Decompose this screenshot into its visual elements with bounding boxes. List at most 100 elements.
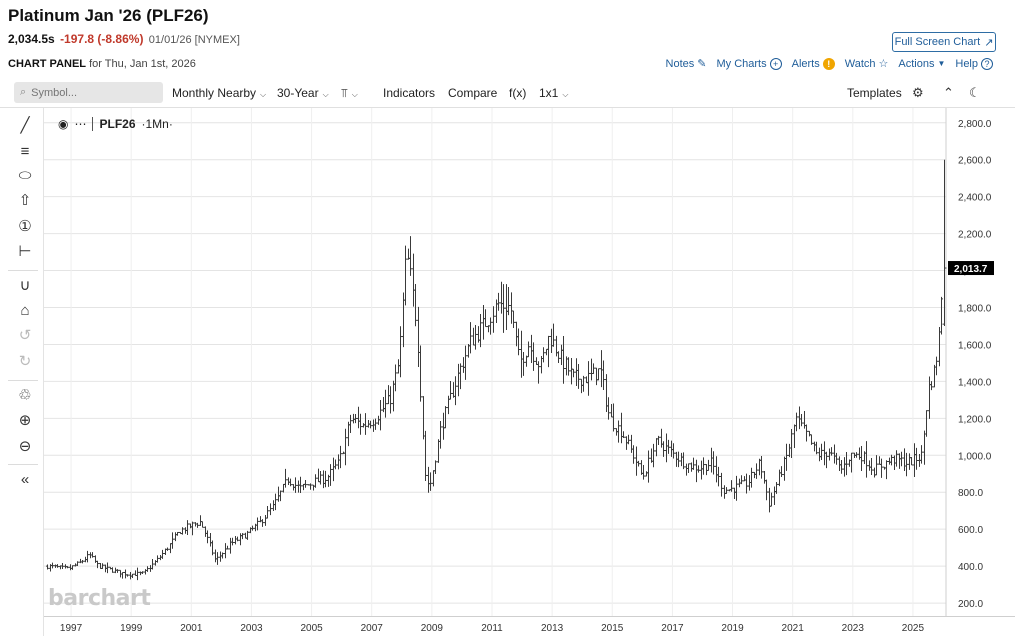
x-tick-label: 2001 [180,623,203,634]
symbol-search[interactable]: ⌕ [14,82,163,103]
x-tick-label: 1997 [60,623,83,634]
actions-label: Actions [898,57,935,70]
y-tick-label: 1,800.0 [958,304,992,315]
y-tick-label: 1,200.0 [958,414,992,425]
plus-icon: + [769,57,782,70]
sidebar-divider [8,270,38,271]
y-tick-label: 2,800.0 [958,119,992,130]
period-label: Monthly Nearby [172,86,257,100]
fib-tool-icon[interactable]: ≡ [20,142,30,160]
zoom-in-icon[interactable]: ⊕ [18,412,32,429]
range-dropdown[interactable]: 30-Year ⌵ [277,86,329,100]
undo-icon[interactable]: ↺ [18,327,32,344]
y-tick-label: 2,200.0 [958,230,992,241]
x-tick-label: 2023 [842,623,865,634]
collapse-sidebar-icon[interactable]: « [20,470,30,488]
full-screen-label: Full Screen Chart [894,36,981,48]
barchart-logo: barchart [48,586,151,611]
bar-type-icon: ⫪ [341,86,348,100]
legend-symbol: PLF26 [99,117,136,131]
pencil-icon: ✎ [697,58,707,70]
chart-panel-title: CHART PANEL [8,58,87,70]
gear-icon[interactable]: ⚙ [912,85,924,100]
bar-type-dropdown[interactable]: ⫪ ⌵ [341,86,358,101]
chart-panel-label: CHART PANEL for Thu, Jan 1st, 2026 [8,58,196,70]
redo-icon[interactable]: ↻ [18,353,32,370]
chevron-down-icon: ⌵ [322,90,329,99]
fx-button[interactable]: f(x) [509,86,527,100]
caret-down-icon: ▼ [937,59,946,68]
my-charts-label: My Charts [716,57,767,70]
more-icon[interactable]: ⋯ [74,117,87,131]
y-tick-label: 1,600.0 [958,340,992,351]
y-tick-label: 200.0 [958,599,983,610]
x-tick-label: 2011 [481,623,503,634]
chart-panel-date: for Thu, Jan 1st, 2026 [89,58,196,70]
price-chart[interactable]: 200.0 400.0 600.0 800.0 1,000.0 1,200.0 1,400.… [44,108,1015,636]
chart-legend: ◉ ⋯ PLF26 ·1Mn· [58,117,173,131]
legend-divider [92,117,94,131]
moon-icon[interactable]: ☾ [969,85,981,100]
x-tick-label: 2003 [240,623,263,634]
watch-link[interactable]: Watch ☆ [844,57,889,71]
layout-dropdown[interactable]: 1x1 ⌵ [539,86,568,100]
chevron-down-icon: ⌵ [562,90,569,99]
x-tick-label: 2017 [661,623,684,634]
y-tick-label: 600.0 [958,525,983,536]
top-links: Notes ✎ My Charts + Alerts! Watch ☆ Actions… [666,57,993,70]
x-tick-label: 2015 [601,623,624,634]
eye-icon[interactable]: ◉ [58,117,69,131]
chevron-down-icon: ⌵ [351,90,358,99]
magnet-icon[interactable]: ∪ [19,277,31,294]
actions-menu[interactable]: Actions ▼ [898,57,945,70]
full-screen-chart-button[interactable]: Full Screen Chart ↗ [892,32,996,52]
lock-icon[interactable]: ⌂ [20,301,30,319]
sidebar-divider [8,464,38,465]
symbol-search-input[interactable] [31,86,142,99]
trash-icon[interactable]: ♲ [18,387,32,404]
my-charts-link[interactable]: My Charts + [716,57,782,70]
alert-icon: ! [822,57,835,70]
x-tick-label: 2009 [421,623,444,634]
collapse-icon[interactable]: ⌃ [943,85,954,100]
y-tick-label: 400.0 [958,562,983,573]
range-label: 30-Year [277,86,319,100]
quote-line: 2,034.5s -197.8 (-8.86%) 01/01/26 [NYMEX… [8,32,240,46]
legend-interval: ·1Mn· [141,117,173,131]
x-tick-label: 2013 [541,623,564,634]
y-tick-label: 1,000.0 [958,451,992,462]
templates-button[interactable]: Templates [847,86,902,100]
annotation-tool-icon[interactable]: ① [18,218,32,235]
measure-tool-icon[interactable]: ⊢ [18,243,32,260]
period-dropdown[interactable]: Monthly Nearby ⌵ [172,86,266,100]
x-tick-label: 2005 [300,623,323,634]
y-tick-label: 800.0 [958,488,983,499]
x-tick-label: 2019 [721,623,744,634]
notes-link[interactable]: Notes ✎ [666,57,707,71]
watch-label: Watch [844,57,876,70]
y-tick-label: 2,600.0 [958,156,992,167]
price-change: -197.8 (-8.86%) [60,32,144,46]
zoom-out-icon[interactable]: ⊖ [18,438,32,455]
x-tick-label: 2025 [902,623,925,634]
indicators-button[interactable]: Indicators [383,86,436,100]
question-icon: ? [981,57,993,70]
sidebar-divider [8,380,38,381]
help-link[interactable]: Help? [955,57,993,70]
chevron-down-icon: ⌵ [260,90,267,99]
alerts-label: Alerts [791,57,820,70]
arrow-tool-icon[interactable]: ⇧ [18,192,32,209]
drawing-tools-sidebar: ╱ ≡ ⬭ ⇧ ① ⊢ ∪ ⌂ ↺ ↻ ♲ ⊕ ⊖ « [0,108,44,636]
line-tool-icon[interactable]: ╱ [20,117,30,134]
compare-button[interactable]: Compare [448,86,498,100]
expand-icon: ↗ [984,36,994,49]
last-price-tag [948,261,994,276]
last-price: 2,034.5s [8,32,55,46]
star-icon: ☆ [878,58,889,70]
shape-tool-icon[interactable]: ⬭ [18,166,32,184]
y-tick-label: 2,400.0 [958,193,992,204]
alerts-link[interactable]: Alerts! [792,57,835,70]
page-title: Platinum Jan '26 (PLF26) [8,6,209,25]
chart-toolbar: ⌕ Monthly Nearby⌵ 30-Year⌵ ⫪⌵ Indicators… [0,80,1015,106]
layout-label: 1x1 [539,86,559,100]
